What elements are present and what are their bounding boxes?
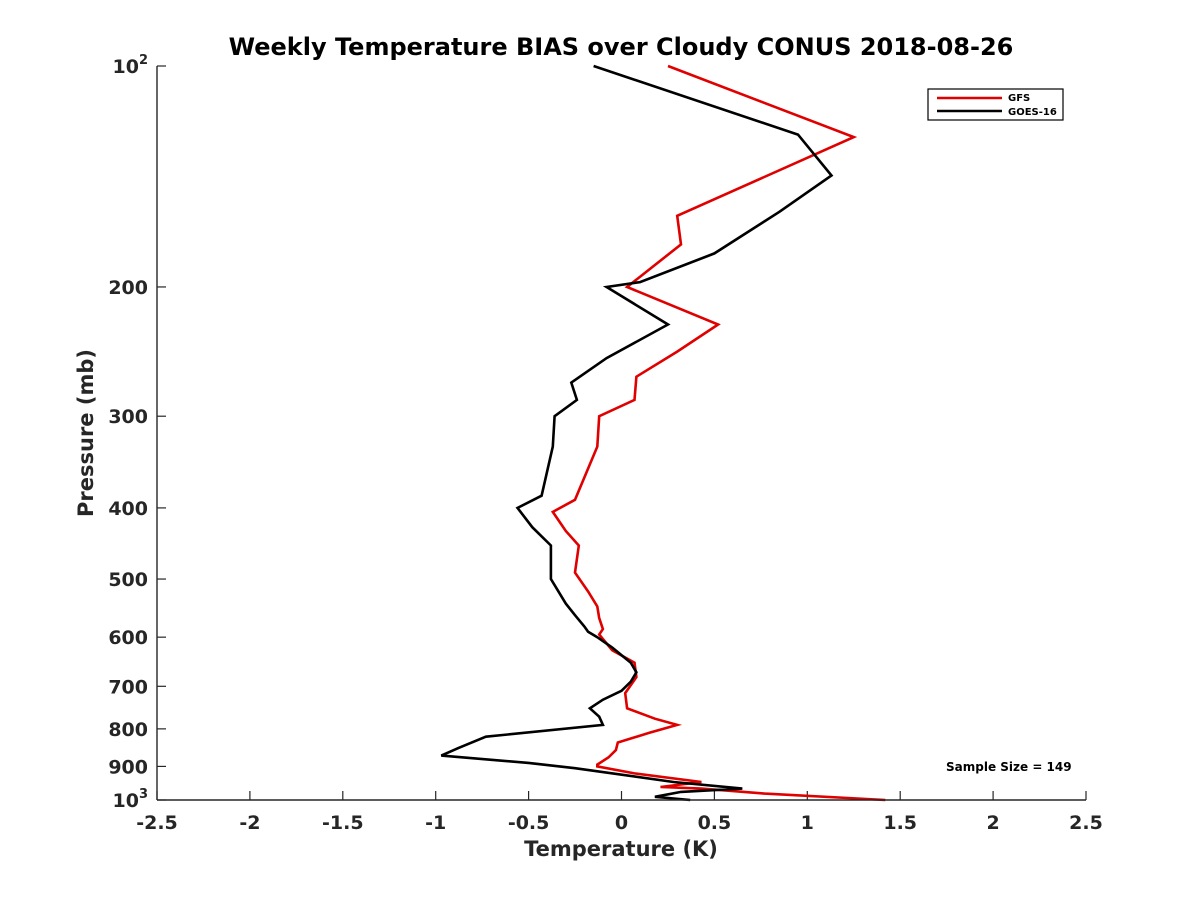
y-axis-label: Pressure (mb) [74,349,98,517]
legend: GFS GOES-16 [927,88,1064,121]
sample-size-annotation: Sample Size = 149 [946,760,1072,774]
x-tick-label: 1 [801,812,814,834]
y-tick-label: 102 [113,53,149,78]
legend-label-gfs: GFS [1008,93,1030,104]
x-tick-label: 0 [615,812,628,834]
x-tick-label: -2 [239,812,260,834]
y-tick-label: 103 [113,787,149,812]
y-tick-label: 700 [108,676,148,698]
series-line-gfs [550,64,886,802]
series-line-goes16 [440,64,834,802]
y-tick-label: 200 [108,277,148,299]
series-layer [440,64,886,802]
x-tick-label: -0.5 [508,812,550,834]
y-tick-label: 800 [108,719,148,741]
x-tick-label: 2 [986,812,999,834]
x-tick-label: -1 [425,812,446,834]
y-tick-label: 900 [108,756,148,778]
y-tick-label: 500 [108,569,148,591]
x-axis-label: Temperature (K) [524,837,718,861]
y-tick-label: 400 [108,498,148,520]
axis-ticks: -2.5 -2 -1.5 -1 -0.5 0 0.5 1 1.5 2 2.5 102 200 300 400… [108,53,1103,834]
y-tick-label: 600 [108,627,148,649]
x-tick-label: 1.5 [883,812,917,834]
x-tick-label: -2.5 [136,812,178,834]
chart-title: Weekly Temperature BIAS over Cloudy CONU… [229,33,1014,61]
x-tick-label: 0.5 [698,812,732,834]
legend-label-goes16: GOES-16 [1008,107,1057,118]
y-tick-label: 300 [108,406,148,428]
x-tick-label: 2.5 [1069,812,1103,834]
legend-box [927,88,1064,121]
x-tick-label: -1.5 [322,812,364,834]
